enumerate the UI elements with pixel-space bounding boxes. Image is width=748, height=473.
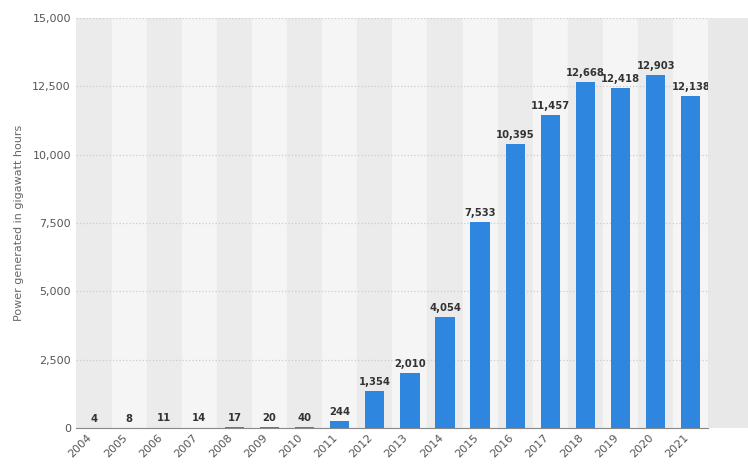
Bar [260, 427, 279, 428]
Bar [470, 222, 490, 428]
Text: 244: 244 [329, 407, 350, 417]
Bar [358, 18, 393, 428]
Text: 12,903: 12,903 [637, 61, 675, 71]
Bar [568, 18, 603, 428]
Text: 1,354: 1,354 [359, 377, 390, 387]
Text: 12,418: 12,418 [601, 74, 640, 84]
Bar [673, 18, 708, 428]
Bar [646, 75, 665, 428]
Bar [681, 96, 700, 428]
Text: 40: 40 [298, 413, 312, 423]
Bar [393, 18, 427, 428]
Text: 2,010: 2,010 [394, 359, 426, 369]
Bar [435, 317, 455, 428]
Bar [638, 18, 673, 428]
Text: 12,138: 12,138 [672, 82, 710, 92]
Text: 4,054: 4,054 [429, 303, 461, 313]
Bar [217, 18, 252, 428]
Bar [506, 144, 525, 428]
Bar [147, 18, 182, 428]
Text: 20: 20 [263, 413, 276, 423]
Bar [252, 18, 287, 428]
Y-axis label: Power generated in gigawatt hours: Power generated in gigawatt hours [14, 125, 24, 321]
Bar [182, 18, 217, 428]
Bar [287, 18, 322, 428]
Bar [533, 18, 568, 428]
Bar [365, 391, 384, 428]
Text: 10,395: 10,395 [496, 130, 535, 140]
Text: 14: 14 [192, 413, 206, 423]
Bar [76, 18, 111, 428]
Bar [295, 427, 314, 428]
Bar [611, 88, 631, 428]
Bar [111, 18, 147, 428]
Bar [322, 18, 358, 428]
Text: 11: 11 [157, 413, 171, 423]
Bar [400, 373, 420, 428]
Bar [497, 18, 533, 428]
Text: 11,457: 11,457 [531, 101, 570, 111]
Bar [427, 18, 462, 428]
Text: 4: 4 [91, 414, 97, 424]
Bar [462, 18, 497, 428]
Text: 17: 17 [227, 413, 242, 423]
Bar [603, 18, 638, 428]
Text: 8: 8 [126, 413, 132, 424]
Bar [541, 115, 560, 428]
Text: 12,668: 12,668 [566, 68, 605, 78]
Bar [576, 82, 595, 428]
Text: 7,533: 7,533 [465, 208, 496, 218]
Bar [330, 421, 349, 428]
